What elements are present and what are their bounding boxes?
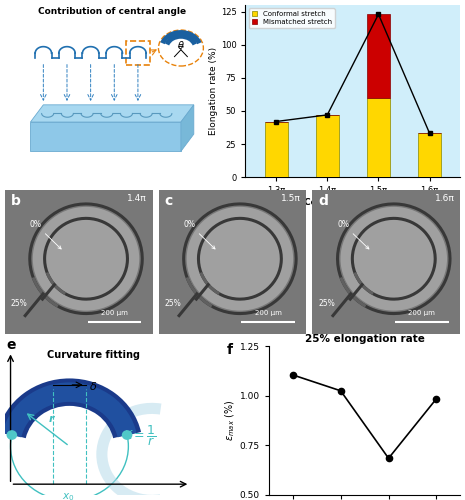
Bar [367,14,390,98]
FancyBboxPatch shape [312,190,460,334]
Circle shape [7,430,17,440]
Text: 1.4π: 1.4π [127,194,146,203]
Text: 1.5π: 1.5π [281,194,300,203]
FancyBboxPatch shape [159,190,306,334]
Circle shape [159,30,203,66]
Y-axis label: Elongation rate (%): Elongation rate (%) [209,47,218,135]
Circle shape [186,207,293,310]
Text: d: d [319,194,328,208]
Text: Contribution of central angle: Contribution of central angle [38,6,186,16]
FancyBboxPatch shape [5,190,153,334]
Polygon shape [181,105,194,152]
Y-axis label: $\varepsilon_{max}$ (%): $\varepsilon_{max}$ (%) [223,400,237,442]
Text: 0%: 0% [184,220,215,249]
Text: 200 μm: 200 μm [101,310,127,316]
Text: $x_0$: $x_0$ [62,491,74,500]
Text: 25%: 25% [319,299,335,308]
Text: Curvature fitting: Curvature fitting [46,350,140,360]
Text: $\delta$: $\delta$ [89,380,97,392]
Circle shape [340,207,447,310]
Polygon shape [30,122,181,152]
Legend: Conformal stretch, Mismatched stretch: Conformal stretch, Mismatched stretch [249,8,335,28]
Text: b: b [11,194,20,208]
Text: e: e [6,338,16,352]
Text: 0%: 0% [30,220,61,249]
Text: $K = \dfrac{1}{r}$: $K = \dfrac{1}{r}$ [123,423,157,448]
Bar [265,122,288,177]
Text: a: a [5,0,14,4]
Text: r: r [49,414,54,424]
Bar [418,134,441,177]
Text: c: c [165,194,173,208]
Text: 200 μm: 200 μm [254,310,281,316]
Bar [367,98,390,177]
Circle shape [122,430,133,440]
Text: f: f [227,343,233,357]
X-axis label: Central angle (rad): Central angle (rad) [304,198,401,207]
Polygon shape [30,105,194,122]
Title: 25% elongation rate: 25% elongation rate [305,334,425,344]
Text: 25%: 25% [165,299,181,308]
Text: 0%: 0% [338,220,369,249]
Circle shape [33,207,140,310]
Text: 1.6π: 1.6π [435,194,454,203]
Text: 25%: 25% [11,299,27,308]
Text: $\theta$: $\theta$ [177,38,185,50]
Bar [316,115,339,177]
Text: 200 μm: 200 μm [408,310,435,316]
